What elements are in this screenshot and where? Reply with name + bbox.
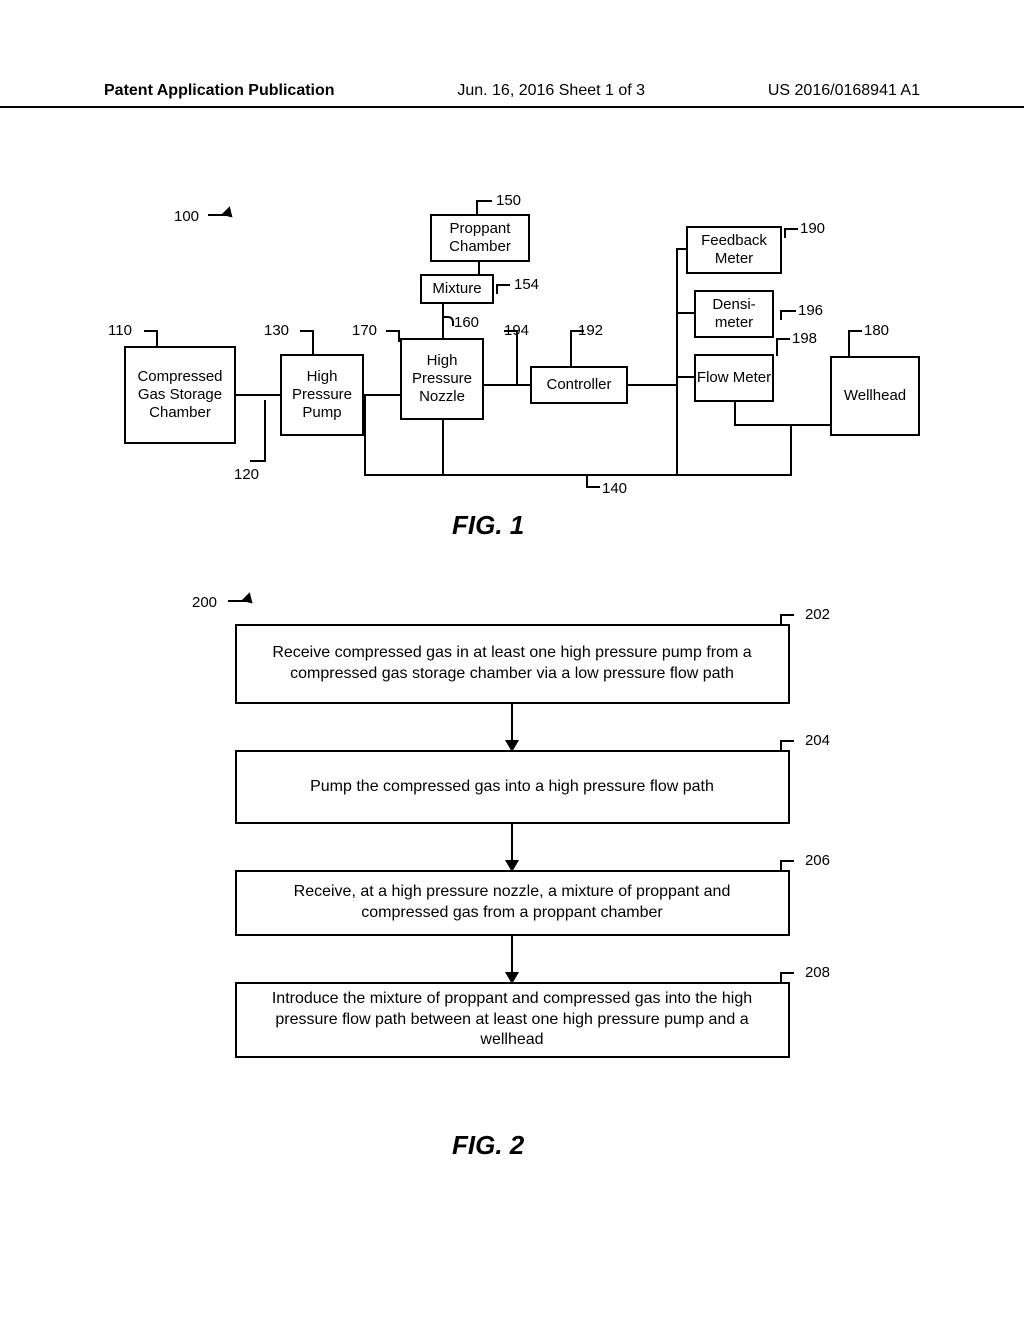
line-meters-to-path (734, 402, 736, 426)
ref-154-hook (496, 284, 510, 294)
arrow-line-icon (511, 704, 513, 744)
ref-198-hook (776, 338, 790, 356)
figure-1-title: FIG. 1 (452, 510, 524, 541)
ref-140-hook (586, 474, 600, 488)
line-spine-flow (676, 376, 694, 378)
ref-150-hook (476, 200, 492, 214)
ref-100-arrow-icon (221, 206, 237, 222)
ref-154: 154 (514, 276, 539, 293)
line-proppant-mixture (478, 262, 480, 274)
ref-180-hook (848, 330, 862, 356)
flow-step-204: Pump the compressed gas into a high pres… (235, 750, 790, 824)
ref-170-hook (386, 330, 400, 342)
box-gas-storage-label: Compressed Gas Storage Chamber (126, 368, 234, 422)
ref-202-hook (780, 614, 794, 626)
box-wellhead: Wellhead (830, 356, 920, 436)
box-pump: High Pressure Pump (280, 354, 364, 436)
ref-208: 208 (805, 964, 830, 981)
line-140-to-wellhead-v (790, 424, 792, 476)
ref-160-hook (444, 316, 454, 326)
line-120 (236, 394, 280, 396)
header-publication: Patent Application Publication (104, 82, 335, 100)
ref-170: 170 (352, 322, 377, 339)
flow-step-206-text: Receive, at a high pressure nozzle, a mi… (255, 882, 770, 924)
ref-190: 190 (800, 220, 825, 237)
line-spine-feedback (676, 248, 686, 250)
ref-110-hook (144, 330, 158, 346)
line-140-pump-down (364, 394, 366, 476)
ref-110: 110 (108, 322, 132, 339)
box-wellhead-label: Wellhead (844, 387, 906, 405)
header-rule (0, 106, 1024, 108)
line-feedback-spine (676, 248, 678, 474)
box-densimeter: Densi-meter (694, 290, 774, 338)
figure-2-title: FIG. 2 (452, 1130, 524, 1161)
flow-arrow-1 (202, 704, 822, 750)
ref-198: 198 (792, 330, 817, 347)
ref-180: 180 (864, 322, 889, 339)
ref-200: 200 (192, 594, 217, 611)
line-140-main (364, 474, 792, 476)
ref-130: 130 (264, 322, 289, 339)
ref-160: 160 (454, 314, 479, 331)
box-feedback-label: Feedback Meter (688, 232, 780, 268)
flow-step-202: Receive compressed gas in at least one h… (235, 624, 790, 704)
line-spine-densi (676, 312, 694, 314)
ref-150: 150 (496, 192, 521, 209)
box-mixture-label: Mixture (432, 280, 481, 298)
figure-2: 200 202 Receive compressed gas in at lea… (202, 624, 822, 1058)
ref-206-hook (780, 860, 794, 872)
ref-194-hook (504, 330, 518, 384)
ref-204-hook (780, 740, 794, 752)
box-densimeter-label: Densi-meter (696, 296, 772, 332)
ref-196-hook (780, 310, 796, 320)
arrow-line-icon (511, 936, 513, 976)
line-nozzle-controller (484, 384, 530, 386)
flow-step-204-text: Pump the compressed gas into a high pres… (310, 777, 714, 798)
box-mixture: Mixture (420, 274, 494, 304)
box-proppant-label: Proppant Chamber (432, 220, 528, 256)
box-controller-label: Controller (546, 376, 611, 394)
ref-196: 196 (798, 302, 823, 319)
box-feedback: Feedback Meter (686, 226, 782, 274)
ref-192-hook (570, 330, 584, 366)
ref-200-arrow-icon (241, 592, 257, 608)
flow-step-208-text: Introduce the mixture of proppant and co… (255, 989, 770, 1051)
ref-204: 204 (805, 732, 830, 749)
header-patent-number: US 2016/0168941 A1 (768, 82, 920, 100)
flow-arrow-2 (202, 824, 822, 870)
line-pump-nozzle (364, 394, 400, 396)
box-flowmeter-label: Flow Meter (697, 369, 771, 387)
ref-140: 140 (602, 480, 627, 497)
ref-130-hook (300, 330, 314, 354)
line-meters-to-path-h (734, 424, 790, 426)
box-gas-storage: Compressed Gas Storage Chamber (124, 346, 236, 444)
flow-arrow-3 (202, 936, 822, 982)
box-proppant: Proppant Chamber (430, 214, 530, 262)
ref-120: 120 (234, 466, 259, 483)
box-flowmeter: Flow Meter (694, 354, 774, 402)
header-date-sheet: Jun. 16, 2016 Sheet 1 of 3 (457, 82, 645, 100)
ref-120-hook (250, 400, 266, 462)
flow-step-206: Receive, at a high pressure nozzle, a mi… (235, 870, 790, 936)
box-nozzle: High Pressure Nozzle (400, 338, 484, 420)
line-nozzle-down (442, 420, 444, 476)
arrow-line-icon (511, 824, 513, 864)
figure-1: 100 Compressed Gas Storage Chamber 110 1… (104, 196, 920, 536)
page-header: Patent Application Publication Jun. 16, … (104, 82, 920, 100)
ref-100: 100 (174, 208, 199, 225)
ref-202: 202 (805, 606, 830, 623)
box-controller: Controller (530, 366, 628, 404)
box-pump-label: High Pressure Pump (282, 368, 362, 422)
box-nozzle-label: High Pressure Nozzle (402, 352, 482, 406)
flow-step-208: Introduce the mixture of proppant and co… (235, 982, 790, 1058)
ref-208-hook (780, 972, 794, 984)
ref-206: 206 (805, 852, 830, 869)
flow-step-202-text: Receive compressed gas in at least one h… (255, 643, 770, 685)
ref-190-hook (784, 228, 798, 238)
line-controller-spine (628, 384, 676, 386)
line-140-to-wellhead-h (790, 424, 830, 426)
